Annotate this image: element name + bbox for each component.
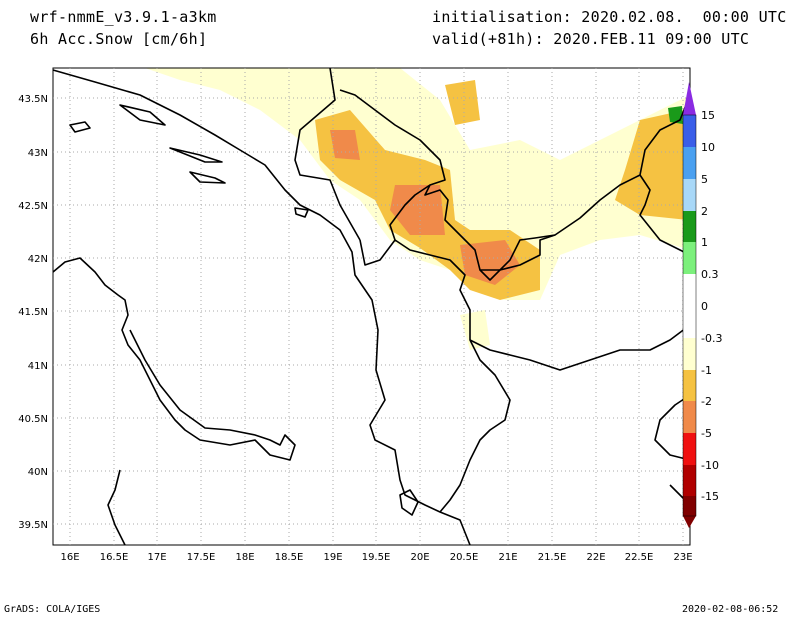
- lat-label: 40.5N: [18, 414, 48, 425]
- croatia-islands-5: [294, 207, 309, 218]
- lon-label: 17.5E: [187, 552, 216, 563]
- legend-swatch: [683, 179, 696, 211]
- legend-label: 1: [701, 236, 708, 249]
- longitude-labels: 16E 16.5E 17E 17.5E 18E 18.5E 19E 19.5E …: [60, 552, 692, 563]
- snow-area-yellow-n: [445, 80, 480, 125]
- lon-label: 22E: [586, 552, 605, 563]
- legend-label: -1: [701, 364, 712, 377]
- lat-label: 42.5N: [18, 201, 48, 212]
- legend-label: -5: [701, 427, 712, 440]
- legend-swatch: [683, 115, 696, 147]
- field-title: 6h Acc.Snow [cm/6h]: [30, 30, 208, 48]
- snow-area-orange-1: [390, 185, 445, 235]
- bosnia-border: [294, 67, 361, 241]
- model-title: wrf-nmmE_v3.9.1-a3km: [30, 8, 217, 26]
- kosovo-border: [389, 184, 431, 241]
- legend-swatch: [683, 242, 696, 274]
- lon-label: 18.5E: [275, 552, 304, 563]
- snow-area-green: [668, 106, 683, 124]
- snow-shading: [145, 68, 690, 350]
- corfu-island: [399, 489, 419, 516]
- legend-label: -2: [701, 395, 712, 408]
- lat-label: 43N: [28, 148, 48, 159]
- legend-swatch: [683, 211, 696, 242]
- lon-label: 16E: [60, 552, 79, 563]
- lat-label: 40N: [28, 467, 48, 478]
- legend-label: 5: [701, 173, 708, 186]
- legend-swatch: [683, 338, 696, 370]
- lon-label: 17E: [147, 552, 166, 563]
- legend-swatch: [683, 433, 696, 465]
- legend-label: 0.3: [701, 268, 719, 281]
- north-macedonia-border: [469, 234, 691, 371]
- legend-label: 10: [701, 141, 715, 154]
- legend-swatch: [683, 370, 696, 401]
- bulgaria-border: [639, 174, 691, 256]
- croatia-islands-4: [189, 171, 226, 184]
- footer-timestamp: 2020-02-08-06:52: [682, 604, 779, 615]
- legend-label: -10: [701, 459, 719, 472]
- latitude-labels: 43.5N 43N 42.5N 42N 41.5N 41N 40.5N 40N …: [18, 94, 48, 531]
- lon-label: 16.5E: [100, 552, 129, 563]
- init-time: initialisation: 2020.02.08. 00:00 UTC: [432, 8, 787, 26]
- lat-label: 41.5N: [18, 307, 48, 318]
- legend-cap-top: [683, 82, 696, 115]
- footer-credit: GrADS: COLA/IGES: [4, 604, 101, 615]
- valid-time: valid(+81h): 2020.FEB.11 09:00 UTC: [432, 30, 750, 48]
- lon-label: 21E: [498, 552, 517, 563]
- lon-label: 20.5E: [450, 552, 479, 563]
- italy-coast: [52, 257, 296, 461]
- croatia-islands-1: [119, 104, 166, 126]
- snow-area-light-2: [460, 310, 490, 350]
- lat-label: 41N: [28, 361, 48, 372]
- legend-label: -15: [701, 490, 719, 503]
- legend-swatch: [683, 274, 696, 306]
- legend-swatch: [683, 496, 696, 516]
- legend-label: 0: [701, 300, 708, 313]
- lon-label: 20E: [410, 552, 429, 563]
- legend-label: -0.3: [701, 332, 722, 345]
- lon-label: 23E: [673, 552, 692, 563]
- lat-label: 43.5N: [18, 94, 48, 105]
- serbia-montenegro-border: [339, 89, 689, 281]
- legend-label: 15: [701, 109, 715, 122]
- legend-swatch: [683, 147, 696, 179]
- legend-label: 2: [701, 205, 708, 218]
- lat-label: 39.5N: [18, 520, 48, 531]
- croatia-islands-2: [169, 147, 223, 163]
- lon-label: 19.5E: [362, 552, 391, 563]
- legend-cap-bottom: [683, 516, 696, 528]
- croatia-islands-3: [69, 121, 91, 133]
- lon-label: 22.5E: [625, 552, 654, 563]
- color-bar: [682, 82, 697, 528]
- lat-label: 42N: [28, 254, 48, 265]
- lon-label: 18E: [235, 552, 254, 563]
- legend-swatch: [683, 465, 696, 496]
- coastlines-borders: [52, 67, 691, 546]
- lon-label: 19E: [323, 552, 342, 563]
- color-bar-labels: 15 10 5 2 1 0.3 0 -0.3 -1 -2 -5 -10 -15: [701, 109, 722, 503]
- italy-heel: [107, 469, 126, 546]
- legend-swatch: [683, 306, 696, 338]
- legend-swatch: [683, 401, 696, 433]
- lon-label: 21.5E: [538, 552, 567, 563]
- snow-area-yellow-ne: [615, 110, 688, 220]
